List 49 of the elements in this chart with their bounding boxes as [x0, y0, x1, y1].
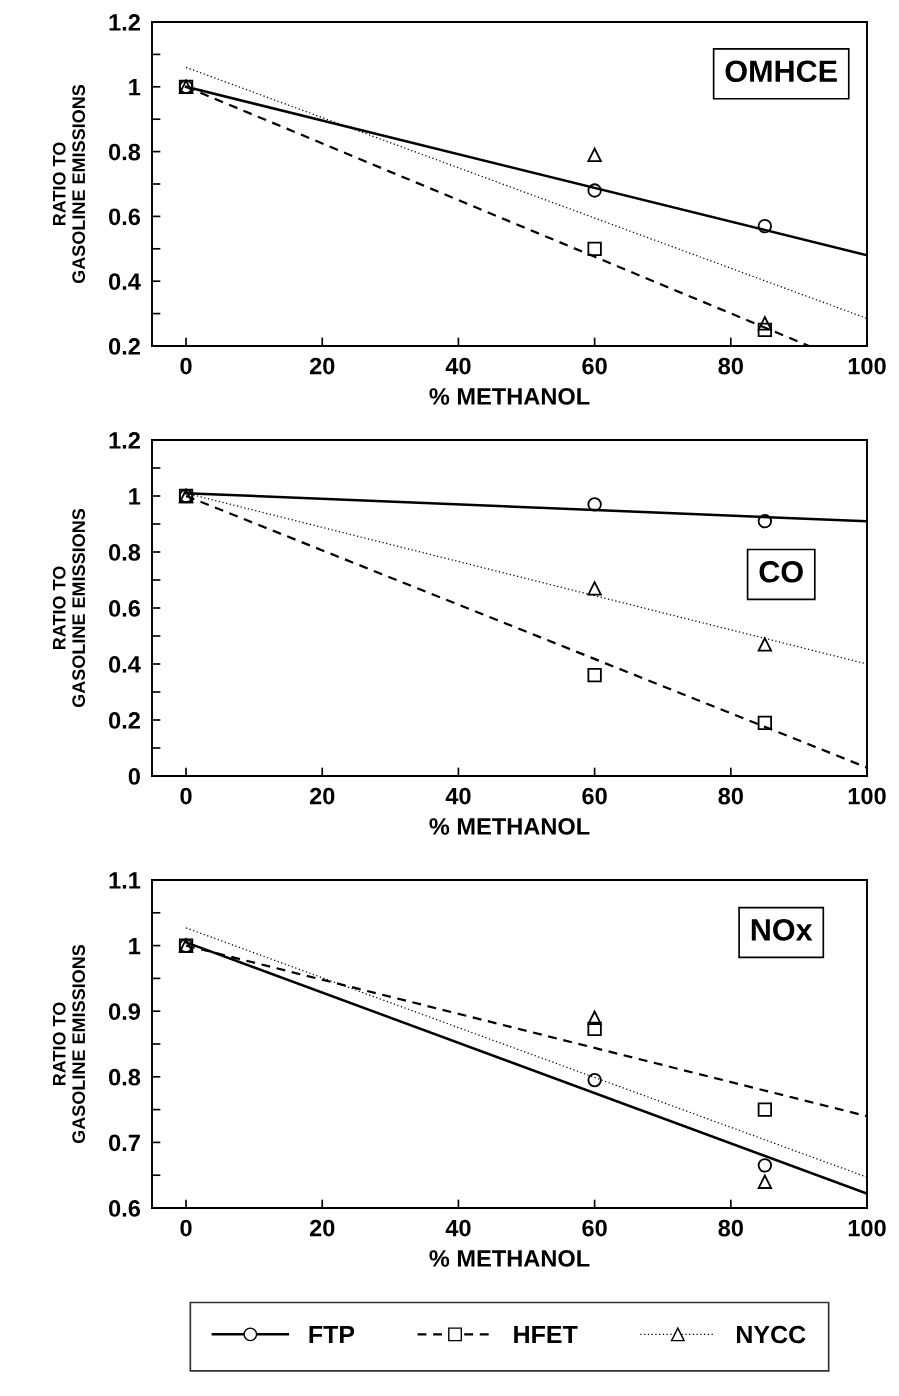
- y-tick-label: 1: [129, 937, 141, 955]
- y-axis-title: RATIO TO GASOLINE EMISSIONS: [52, 508, 86, 708]
- y-tick-label: 0.8: [109, 143, 141, 161]
- x-tick-label: 0: [180, 1219, 192, 1237]
- x-tick-label: 60: [582, 357, 607, 375]
- x-tick-label: 0: [180, 787, 192, 805]
- x-tick-label: 20: [309, 787, 335, 805]
- y-tick-label: 0.2: [109, 712, 140, 729]
- y-axis-title: RATIO TO GASOLINE EMISSIONS: [52, 84, 86, 284]
- x-axis-title: % METHANOL: [429, 1250, 590, 1267]
- x-tick-label: 0: [180, 357, 192, 375]
- annotation: CO: [759, 560, 803, 583]
- y-tick-label: 0.8: [109, 1068, 141, 1086]
- y-tick-label: 0.9: [109, 1003, 141, 1020]
- x-tick-label: 80: [718, 787, 743, 805]
- legend-label: HFET: [514, 1325, 578, 1344]
- x-tick-label: 20: [309, 1219, 335, 1237]
- y-axis-title: RATIO TO GASOLINE EMISSIONS: [52, 944, 86, 1144]
- x-tick-label: 80: [718, 357, 743, 375]
- x-tick-label: 100: [848, 1219, 886, 1237]
- annotation: NOx: [751, 919, 813, 941]
- y-tick-label: 0: [128, 768, 140, 785]
- legend-label: NYCC: [736, 1325, 806, 1344]
- y-tick-label: 1.2: [109, 432, 140, 449]
- x-tick-label: 40: [445, 357, 471, 375]
- y-tick-label: 0.6: [109, 1200, 141, 1217]
- x-axis-title: % METHANOL: [429, 818, 590, 835]
- x-tick-label: 80: [718, 1219, 743, 1237]
- x-tick-label: 60: [582, 1219, 607, 1237]
- y-tick-label: 1: [129, 79, 141, 96]
- y-tick-label: 1.1: [109, 872, 141, 889]
- y-tick-label: 0.6: [109, 600, 141, 617]
- annotation: OMHCE: [725, 60, 837, 83]
- x-tick-label: 100: [848, 357, 886, 375]
- x-axis-title: % METHANOL: [429, 388, 590, 405]
- y-tick-label: 0.6: [109, 208, 141, 226]
- y-tick-label: 0.7: [109, 1134, 140, 1152]
- y-tick-label: 1: [129, 488, 141, 505]
- y-tick-label: 0.2: [109, 338, 140, 355]
- y-tick-label: 1.2: [109, 14, 140, 31]
- x-tick-label: 40: [445, 1219, 471, 1237]
- x-tick-label: 20: [309, 357, 335, 375]
- legend-label: FTP: [309, 1325, 355, 1344]
- y-tick-label: 0.4: [109, 273, 141, 290]
- x-tick-label: 40: [445, 787, 471, 805]
- y-tick-label: 0.8: [109, 544, 141, 561]
- y-tick-label: 0.4: [109, 656, 141, 673]
- x-tick-label: 60: [582, 787, 607, 805]
- x-tick-label: 100: [848, 787, 886, 805]
